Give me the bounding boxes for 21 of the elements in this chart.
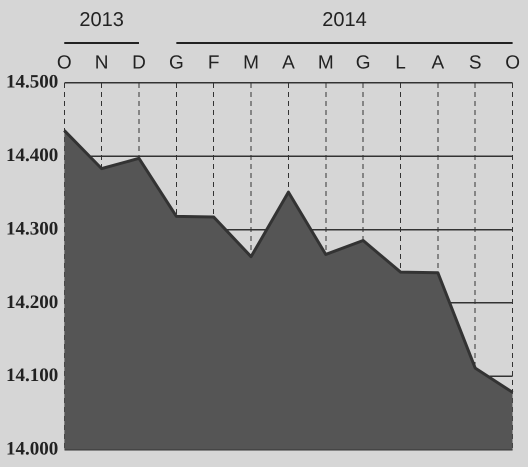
x-tick-label: O [505,52,520,74]
text: 2013 [79,9,124,31]
x-tick-label: L [395,52,406,74]
y-tick-label: 14.300 [6,218,58,240]
y-tick-label: 14.100 [6,365,58,386]
x-tick-label: F [208,52,220,74]
x-tick-label: A [282,52,296,74]
y-tick-label: 14.500 [6,72,58,93]
x-tick-label: A [432,52,445,74]
x-tick-label: G [168,52,184,74]
x-tick-label: D [132,52,146,74]
x-tick-label: M [243,52,259,74]
x-tick-label: N [94,52,108,74]
y-tick-label: 14.200 [6,292,58,313]
text: 2014 [322,9,367,31]
x-tick-label: M [318,52,334,74]
x-tick-label: O [56,52,72,74]
y-tick-label: 14.400 [6,145,58,166]
y-tick-label: 14.000 [6,438,58,460]
x-tick-label: S [468,52,482,74]
x-tick-label: G [356,52,371,74]
